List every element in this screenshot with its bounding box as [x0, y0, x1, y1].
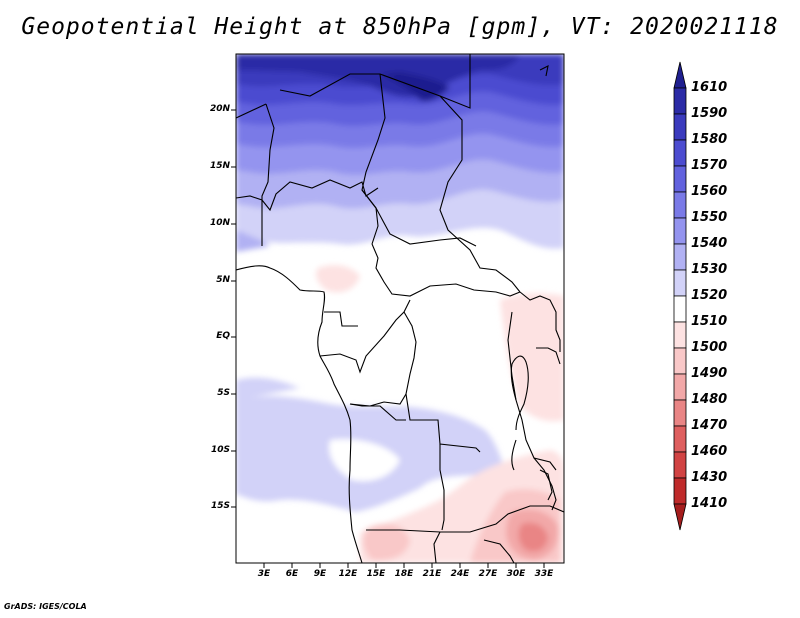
lon-label-12e: 12E [338, 569, 358, 579]
lat-label-5n: 5N [216, 275, 230, 285]
lon-label-9e: 9E [313, 569, 327, 579]
map-frame [235, 53, 565, 564]
colorbar-segment [673, 217, 687, 245]
colorbar-label-1520: 1520 [691, 288, 728, 303]
colorbar-segment [673, 269, 687, 297]
colorbar-segment [673, 503, 687, 531]
colorbar-segment [673, 243, 687, 271]
colorbar-segment [673, 477, 687, 505]
lon-label-30e: 30E [506, 569, 526, 579]
colorbar-segment [673, 399, 687, 427]
lon-label-15e: 15E [366, 569, 386, 579]
lat-label-10s: 10S [210, 445, 230, 455]
colorbar-segment [673, 61, 687, 89]
lon-label-3e: 3E [257, 569, 271, 579]
colorbar-segment [673, 451, 687, 479]
lat-label-15n: 15N [209, 161, 230, 171]
colorbar [673, 61, 687, 531]
lat-label-5s: 5S [217, 388, 230, 398]
colorbar-label-1460: 1460 [691, 444, 728, 459]
lat-label-15s: 15S [210, 501, 230, 511]
colorbar-label-1480: 1480 [691, 392, 728, 407]
colorbar-segment [673, 113, 687, 141]
lat-label-10n: 10N [209, 218, 230, 228]
lon-label-27e: 27E [478, 569, 498, 579]
colorbar-label-1580: 1580 [691, 132, 728, 147]
colorbar-label-1510: 1510 [691, 314, 728, 329]
height-field [236, 54, 564, 563]
colorbar-segment [673, 165, 687, 193]
colorbar-segment [673, 425, 687, 453]
map-title: Geopotential Height at 850hPa [gpm], VT:… [21, 14, 779, 40]
grads-credit: GrADS: IGES/COLA [4, 602, 87, 611]
colorbar-segment [673, 295, 687, 323]
colorbar-label-1570: 1570 [691, 158, 728, 173]
lon-label-24e: 24E [450, 569, 470, 579]
colorbar-segment [673, 321, 687, 349]
colorbar-label-1540: 1540 [691, 236, 728, 251]
lon-label-33e: 33E [534, 569, 554, 579]
colorbar-label-1550: 1550 [691, 210, 728, 225]
colorbar-label-1490: 1490 [691, 366, 728, 381]
colorbar-label-1410: 1410 [691, 496, 728, 511]
colorbar-segment [673, 139, 687, 167]
colorbar-segment [673, 373, 687, 401]
colorbar-label-1500: 1500 [691, 340, 728, 355]
lon-label-6e: 6E [285, 569, 299, 579]
colorbar-label-1590: 1590 [691, 106, 728, 121]
colorbar-segment [673, 87, 687, 115]
lat-label-20n: 20N [209, 104, 230, 114]
colorbar-segment [673, 347, 687, 375]
colorbar-label-1530: 1530 [691, 262, 728, 277]
country-borders [236, 54, 564, 563]
lat-label-eq: EQ [216, 331, 230, 341]
lon-label-21e: 21E [422, 569, 442, 579]
colorbar-label-1610: 1610 [691, 80, 728, 95]
colorbar-label-1560: 1560 [691, 184, 728, 199]
colorbar-label-1430: 1430 [691, 470, 728, 485]
colorbar-segment [673, 191, 687, 219]
lon-label-18e: 18E [394, 569, 414, 579]
axis-ticks [231, 109, 545, 568]
colorbar-label-1470: 1470 [691, 418, 728, 433]
